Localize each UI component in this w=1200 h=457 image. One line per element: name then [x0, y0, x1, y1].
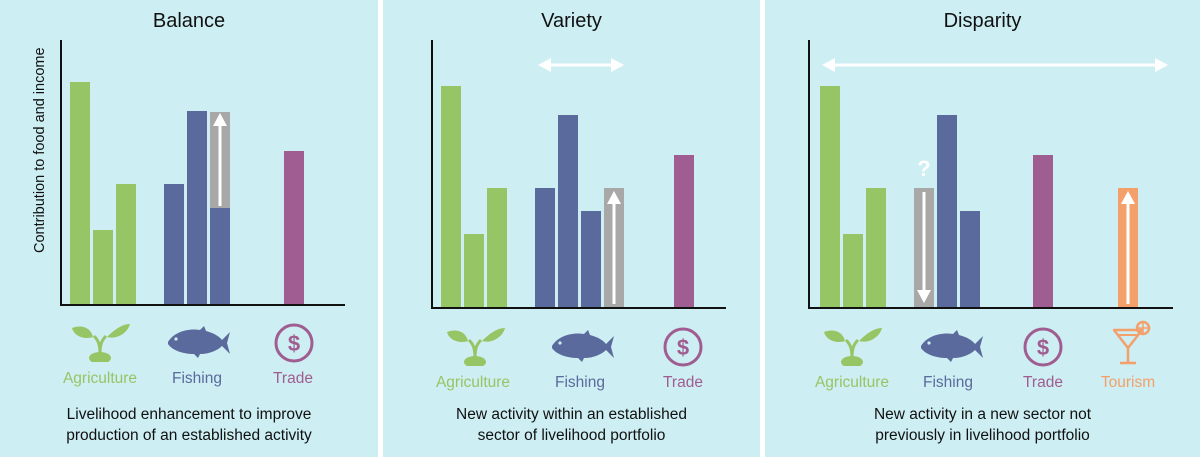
label-fishing: Fishing [923, 374, 973, 391]
bar-agriculture-2 [93, 230, 113, 304]
label-fishing: Fishing [555, 374, 605, 391]
dollar-icon: $ [663, 327, 703, 367]
fish-icon [921, 330, 983, 362]
y-axis [808, 40, 810, 308]
label-agriculture: Agriculture [62, 370, 138, 387]
x-axis [60, 304, 345, 306]
panel-title: Variety [541, 10, 602, 32]
panel-title: Disparity [943, 10, 1022, 32]
bar-trade [1033, 155, 1053, 307]
dollar-glyph: $ [288, 331, 300, 356]
bar-agriculture-1 [441, 86, 461, 307]
panel-disparity: Disparity ? [765, 0, 1200, 457]
bar-fishing-2 [937, 115, 957, 307]
dollar-icon: $ [274, 323, 314, 363]
bar-trade [284, 151, 304, 304]
caption-line-1: New activity in a new sector not [873, 406, 1092, 423]
bar-fishing-3 [960, 211, 980, 307]
label-trade: Trade [273, 370, 313, 387]
bar-fishing-3 [581, 211, 601, 307]
bar-agriculture-2 [464, 234, 484, 307]
question-mark: ? [917, 156, 931, 181]
panel-variety: Variety $ [383, 0, 760, 457]
bar-agriculture-2 [843, 234, 863, 307]
arrows [822, 58, 1168, 304]
fish-icon [552, 330, 614, 362]
up-arrow [213, 113, 227, 206]
caption-line-1: Livelihood enhancement to improve [66, 406, 312, 423]
label-trade: Trade [1023, 374, 1063, 391]
bar-fishing-1 [535, 188, 555, 307]
fish-icon [168, 326, 230, 358]
label-agriculture: Agriculture [814, 374, 890, 391]
dollar-glyph: $ [1037, 335, 1049, 360]
bar-trade [674, 155, 694, 307]
x-axis [808, 307, 1173, 309]
caption-line-2: previously in livelihood portfolio [875, 427, 1090, 444]
bar-fishing-1 [164, 184, 184, 304]
bar-agriculture-1 [70, 82, 90, 304]
label-tourism: Tourism [1100, 374, 1156, 391]
caption-line-1: New activity within an established [456, 406, 687, 423]
x-axis [431, 307, 726, 309]
caption-line-2: production of an established activity [66, 427, 312, 444]
caption: New activity in a new sector not previou… [765, 404, 1200, 446]
caption: Livelihood enhancement to improve produc… [0, 404, 378, 446]
bar-agriculture-3 [116, 184, 136, 304]
caption-line-2: sector of livelihood portfolio [477, 427, 666, 444]
arrows [538, 58, 624, 304]
label-trade: Trade [663, 374, 703, 391]
panel-title: Balance [152, 10, 226, 32]
bar-agriculture-1 [820, 86, 840, 307]
cocktail-icon [1112, 320, 1151, 365]
panel-balance: Balance Contribution to food and income [0, 0, 378, 457]
label-fishing: Fishing [172, 370, 222, 387]
sprout-icon [72, 324, 130, 362]
bar-fishing-3 [210, 208, 230, 304]
bar-fishing-2 [558, 115, 578, 307]
bar-fishing-2 [187, 111, 207, 304]
y-axis [431, 40, 433, 308]
y-axis [60, 40, 62, 305]
dollar-glyph: $ [677, 335, 689, 360]
sprout-icon [447, 328, 505, 366]
bar-agriculture-3 [487, 188, 507, 307]
caption: New activity within an established secto… [383, 404, 760, 446]
dollar-icon: $ [1023, 327, 1063, 367]
sprout-icon [824, 328, 882, 366]
label-agriculture: Agriculture [435, 374, 511, 391]
bar-agriculture-3 [866, 188, 886, 307]
